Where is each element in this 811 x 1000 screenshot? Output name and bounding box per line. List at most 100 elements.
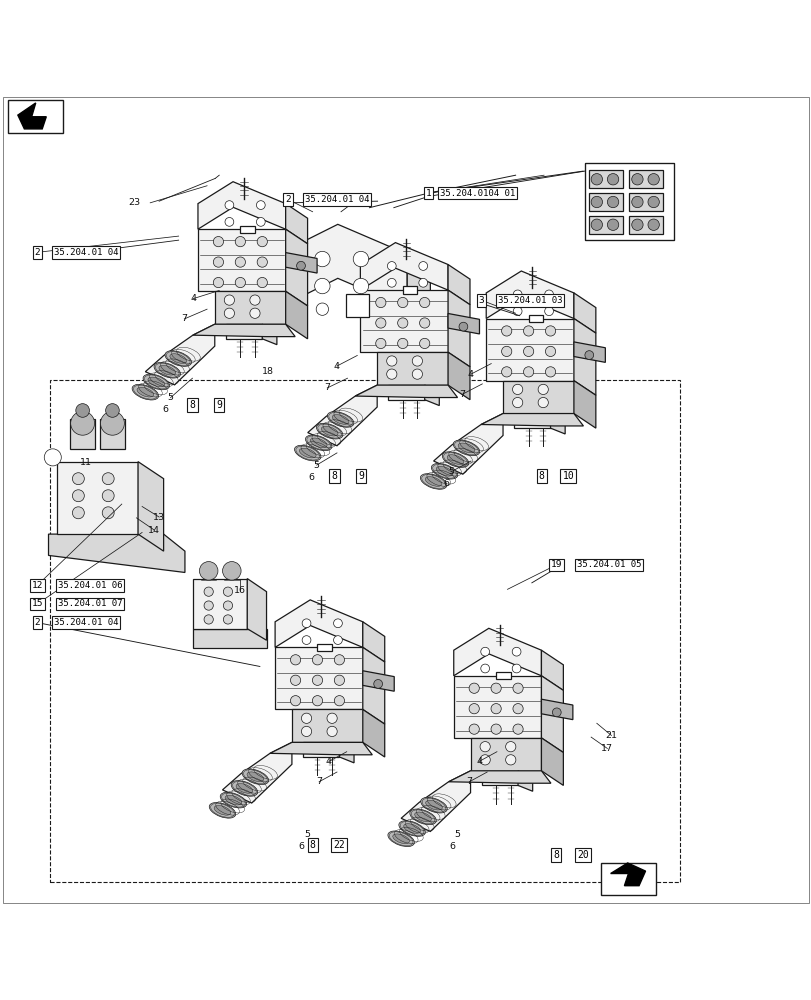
Text: 6: 6 bbox=[162, 405, 169, 414]
Ellipse shape bbox=[410, 809, 436, 825]
Ellipse shape bbox=[236, 784, 252, 793]
Polygon shape bbox=[573, 342, 605, 362]
Circle shape bbox=[458, 322, 467, 331]
Circle shape bbox=[631, 219, 642, 230]
Polygon shape bbox=[453, 628, 541, 676]
Polygon shape bbox=[222, 742, 292, 803]
Ellipse shape bbox=[310, 438, 327, 448]
Polygon shape bbox=[345, 294, 368, 317]
Ellipse shape bbox=[242, 769, 268, 785]
Ellipse shape bbox=[209, 803, 235, 818]
Ellipse shape bbox=[321, 426, 337, 436]
Text: 11: 11 bbox=[80, 458, 92, 467]
Circle shape bbox=[333, 636, 342, 644]
Circle shape bbox=[545, 326, 555, 336]
Polygon shape bbox=[448, 290, 470, 367]
Polygon shape bbox=[49, 534, 185, 572]
Circle shape bbox=[375, 297, 385, 308]
Circle shape bbox=[375, 338, 385, 349]
Circle shape bbox=[491, 704, 500, 714]
Ellipse shape bbox=[154, 362, 180, 378]
Polygon shape bbox=[285, 291, 307, 339]
Polygon shape bbox=[285, 204, 307, 244]
Circle shape bbox=[235, 257, 245, 267]
Ellipse shape bbox=[220, 792, 247, 808]
Circle shape bbox=[204, 615, 213, 624]
Circle shape bbox=[204, 601, 213, 610]
Text: 8: 8 bbox=[538, 471, 544, 481]
Circle shape bbox=[312, 655, 322, 665]
Text: 8: 8 bbox=[189, 400, 195, 410]
Polygon shape bbox=[496, 672, 510, 679]
Text: 7: 7 bbox=[315, 777, 322, 786]
Text: 5: 5 bbox=[303, 830, 310, 839]
Ellipse shape bbox=[420, 797, 447, 813]
Polygon shape bbox=[18, 103, 46, 129]
Text: 35.204.01 04: 35.204.01 04 bbox=[54, 618, 118, 627]
Circle shape bbox=[72, 490, 84, 502]
Circle shape bbox=[523, 326, 533, 336]
Circle shape bbox=[418, 278, 427, 287]
Polygon shape bbox=[198, 182, 285, 229]
Text: 20: 20 bbox=[577, 850, 588, 860]
Text: 5: 5 bbox=[448, 467, 454, 476]
Polygon shape bbox=[433, 414, 503, 474]
Text: 8: 8 bbox=[552, 850, 559, 860]
Circle shape bbox=[386, 356, 397, 366]
Text: 4: 4 bbox=[475, 757, 482, 766]
Polygon shape bbox=[448, 313, 478, 334]
Polygon shape bbox=[291, 224, 407, 317]
Circle shape bbox=[256, 218, 265, 226]
Circle shape bbox=[607, 196, 618, 208]
Circle shape bbox=[44, 449, 62, 466]
Circle shape bbox=[315, 278, 329, 294]
Text: 13: 13 bbox=[153, 513, 165, 522]
Bar bbox=[629, 170, 663, 188]
Text: 5: 5 bbox=[167, 393, 174, 402]
Text: 9: 9 bbox=[216, 400, 222, 410]
Text: 7: 7 bbox=[458, 390, 465, 399]
Ellipse shape bbox=[398, 821, 425, 836]
Circle shape bbox=[224, 308, 234, 318]
Circle shape bbox=[412, 369, 422, 379]
Circle shape bbox=[418, 262, 427, 270]
Circle shape bbox=[334, 696, 344, 706]
Polygon shape bbox=[550, 414, 564, 434]
Polygon shape bbox=[285, 253, 316, 273]
Polygon shape bbox=[193, 629, 266, 648]
Ellipse shape bbox=[225, 795, 242, 805]
Circle shape bbox=[480, 664, 489, 673]
Circle shape bbox=[312, 696, 322, 706]
Polygon shape bbox=[247, 579, 266, 640]
Text: 6: 6 bbox=[448, 842, 455, 851]
Polygon shape bbox=[513, 414, 550, 428]
Polygon shape bbox=[285, 229, 307, 306]
Circle shape bbox=[387, 278, 396, 287]
Bar bbox=[588, 216, 622, 234]
Circle shape bbox=[75, 404, 89, 417]
Text: 19: 19 bbox=[550, 560, 561, 569]
Text: 35.204.01 06: 35.204.01 06 bbox=[58, 581, 122, 590]
Text: 7: 7 bbox=[466, 777, 472, 786]
Ellipse shape bbox=[148, 377, 165, 387]
Polygon shape bbox=[145, 324, 214, 385]
Text: 2: 2 bbox=[34, 618, 41, 627]
Ellipse shape bbox=[425, 800, 442, 810]
Circle shape bbox=[512, 397, 522, 408]
Polygon shape bbox=[541, 676, 563, 753]
Text: 18: 18 bbox=[262, 367, 273, 376]
Bar bbox=[588, 193, 622, 211]
Ellipse shape bbox=[425, 477, 441, 486]
Circle shape bbox=[584, 351, 593, 359]
Circle shape bbox=[373, 680, 382, 688]
Ellipse shape bbox=[165, 351, 191, 366]
Polygon shape bbox=[240, 226, 255, 233]
Polygon shape bbox=[292, 709, 363, 742]
Circle shape bbox=[101, 411, 124, 435]
Circle shape bbox=[480, 647, 489, 656]
Circle shape bbox=[225, 201, 234, 209]
Polygon shape bbox=[307, 385, 377, 446]
Polygon shape bbox=[363, 647, 384, 724]
Bar bbox=[50, 380, 679, 882]
Circle shape bbox=[387, 262, 396, 270]
